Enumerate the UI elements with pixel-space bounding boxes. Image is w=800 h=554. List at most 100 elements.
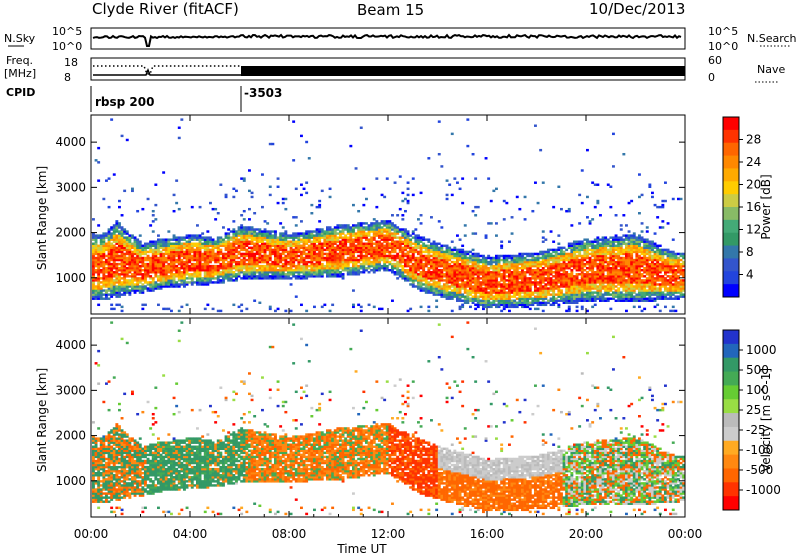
power-cell	[601, 240, 605, 243]
power-cell	[432, 287, 436, 290]
power-cell	[432, 258, 436, 262]
power-cell	[253, 299, 257, 302]
power-cell	[575, 264, 579, 268]
power-cell	[502, 301, 506, 304]
power-cell	[284, 264, 288, 268]
power-cell	[177, 236, 181, 239]
power-cell	[300, 254, 303, 258]
power-cell	[495, 281, 498, 284]
power-cell	[112, 279, 116, 282]
power-cell	[547, 260, 550, 264]
power-cell	[255, 240, 259, 243]
power-cell	[263, 275, 267, 278]
power-cell	[544, 279, 548, 282]
power-cell	[310, 252, 314, 256]
power-cell	[219, 271, 223, 274]
power-cell	[102, 252, 106, 256]
power-cell	[302, 232, 306, 235]
power-cell	[432, 260, 436, 264]
power-cell	[242, 242, 246, 245]
power-cell	[154, 218, 158, 221]
power-cell	[123, 254, 127, 258]
power-cell	[281, 238, 285, 241]
power-cell	[315, 262, 319, 266]
power-cell	[177, 266, 181, 270]
power-cell	[515, 283, 519, 286]
power-cell	[604, 252, 608, 256]
power-cell	[539, 273, 543, 276]
power-cell	[445, 271, 449, 274]
power-cell	[287, 242, 290, 245]
power-cell	[492, 264, 496, 268]
power-cell	[549, 289, 553, 292]
power-cell	[183, 266, 186, 270]
power-cell	[588, 268, 592, 272]
power-cell	[326, 242, 329, 245]
power-cell	[279, 260, 283, 264]
power-cell	[110, 256, 114, 260]
power-cell	[432, 271, 436, 274]
power-cell	[110, 275, 114, 278]
power-cell	[183, 254, 186, 258]
power-cell	[565, 262, 569, 266]
power-cell	[370, 256, 374, 260]
power-cell	[430, 254, 433, 258]
power-cell	[276, 185, 280, 188]
power-cell	[110, 285, 114, 288]
power-cell	[190, 246, 194, 250]
power-cell	[505, 285, 509, 288]
power-cell	[258, 246, 262, 250]
power-cell	[461, 275, 465, 278]
power-cell	[201, 279, 205, 282]
power-cell	[274, 258, 277, 262]
power-cell	[367, 258, 371, 262]
power-cell	[435, 305, 439, 309]
power-cell	[437, 287, 441, 290]
power-cell	[125, 273, 129, 276]
power-cell	[404, 230, 407, 233]
power-cell	[261, 205, 264, 209]
power-cell	[489, 222, 493, 225]
power-cell	[557, 268, 561, 272]
power-cell	[128, 260, 132, 264]
freq-label-line1: Freq.	[6, 54, 33, 67]
power-cell	[123, 275, 127, 278]
power-cell	[250, 234, 254, 237]
power-cell	[385, 236, 389, 239]
power-cell	[94, 234, 98, 237]
power-cell	[281, 226, 285, 229]
power-cell	[302, 268, 306, 272]
power-cell	[567, 289, 571, 292]
power-cell	[136, 287, 140, 290]
power-cell	[125, 266, 129, 270]
power-cell	[435, 244, 439, 248]
power-cell	[419, 256, 423, 260]
power-cell	[206, 303, 210, 307]
power-cell	[185, 246, 189, 250]
power-cell	[362, 258, 366, 262]
freq-solid-trace	[93, 67, 241, 76]
power-cell	[456, 234, 459, 237]
power-cell	[385, 177, 389, 180]
power-cell	[211, 268, 215, 272]
power-cell	[92, 246, 95, 250]
power-cell	[157, 244, 160, 248]
power-cell	[482, 287, 485, 290]
power-cell	[528, 301, 532, 304]
power-cell	[531, 254, 535, 258]
power-cell	[253, 258, 257, 262]
power-cell	[536, 289, 540, 292]
power-cell	[99, 287, 103, 290]
power-cell	[560, 295, 563, 298]
power-cell	[151, 268, 155, 272]
power-cell	[120, 309, 124, 313]
power-cell	[601, 273, 605, 276]
power-cell	[110, 234, 114, 237]
power-cell	[604, 289, 608, 292]
power-cell	[193, 264, 197, 268]
power-cell	[162, 262, 166, 266]
power-cell	[599, 279, 602, 282]
power-cell	[398, 268, 402, 272]
power-cell	[531, 293, 535, 296]
